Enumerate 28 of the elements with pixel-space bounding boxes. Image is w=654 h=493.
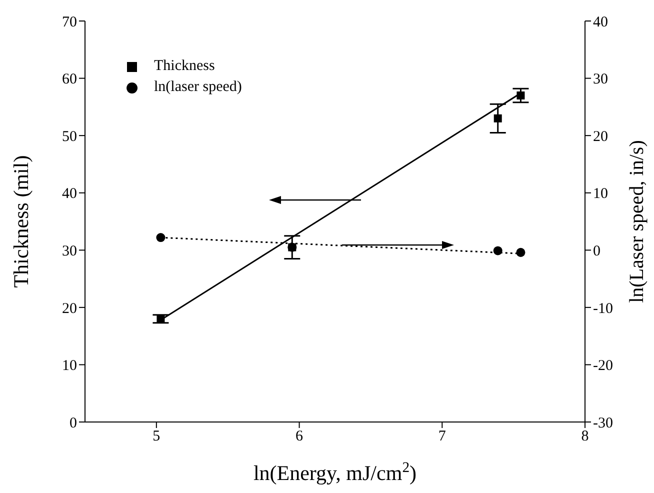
- y2-tick-label: -30: [593, 415, 613, 432]
- y2-tick-label: 30: [593, 72, 608, 88]
- y-tick-label: 0: [70, 415, 77, 432]
- y-tick-label: 70: [62, 14, 77, 30]
- y2-tick-label: 10: [593, 186, 608, 202]
- point: [494, 114, 502, 122]
- y2-tick-label: 40: [593, 14, 608, 30]
- y-tick-label: 50: [62, 128, 77, 145]
- y-tick-label: 30: [62, 243, 77, 260]
- y2-tick-label: 0: [593, 243, 600, 260]
- y2-tick-label: 20: [593, 128, 608, 145]
- x-tick-label: 8: [581, 428, 589, 445]
- legend-label: ln(laser speed): [154, 78, 242, 97]
- y2-tick-label: -20: [593, 358, 613, 374]
- y2-axis-title: ln(Laser speed, in/s): [626, 140, 648, 303]
- y-tick-label: 40: [62, 186, 77, 202]
- y2-tick-label: -10: [593, 300, 613, 317]
- x-tick-label: 5: [152, 428, 160, 445]
- point: [516, 91, 525, 100]
- y-tick-label: 20: [62, 300, 77, 317]
- y-tick-label: 60: [62, 72, 77, 88]
- point: [156, 314, 165, 323]
- y-tick-label: 10: [62, 358, 77, 374]
- x-tick-label: 6: [296, 428, 304, 445]
- legend-label: Thickness: [154, 57, 215, 76]
- y-axis-title: Thickness (mil): [9, 155, 33, 288]
- x-axis-title: ln(Energy, mJ/cm$^{2}$): [253, 460, 417, 485]
- x-tick-label: 7: [438, 428, 446, 445]
